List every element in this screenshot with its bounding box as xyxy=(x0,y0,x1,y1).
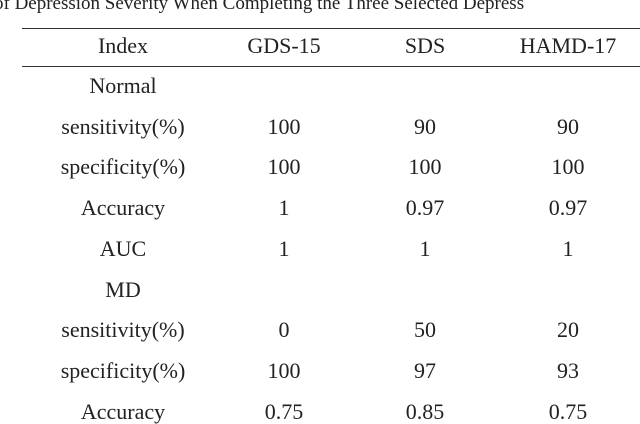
row-label: AUC xyxy=(99,235,147,261)
cell: 1 xyxy=(419,235,431,261)
cell: 100 xyxy=(267,154,301,180)
row-label: sensitivity(%) xyxy=(61,317,185,343)
section-label: MD xyxy=(105,276,141,302)
row-label: Accuracy xyxy=(80,398,166,424)
table-title: of Depression Severity When Completing t… xyxy=(0,0,525,14)
cell: 93 xyxy=(557,357,579,383)
cell: 100 xyxy=(267,357,301,383)
cell: 1 xyxy=(278,195,290,221)
cell: 90 xyxy=(414,113,436,139)
header-cell: Index xyxy=(97,33,149,58)
cell: 100 xyxy=(408,154,442,180)
header-cell: GDS-15 xyxy=(247,33,321,58)
cell: 50 xyxy=(414,317,436,343)
cell: 20 xyxy=(557,317,579,343)
cell: 0 xyxy=(278,317,290,343)
cell: 0.75 xyxy=(264,398,304,424)
header-cell: HAMD-17 xyxy=(519,33,617,58)
cell: 0.75 xyxy=(548,398,588,424)
top-rule xyxy=(22,28,640,29)
cell: 100 xyxy=(267,113,301,139)
cell: 0.97 xyxy=(548,195,588,221)
cell: 100 xyxy=(551,154,585,180)
header-rule xyxy=(22,66,640,67)
cell: 0.97 xyxy=(405,195,445,221)
row-label: sensitivity(%) xyxy=(61,113,185,139)
section-label: Normal xyxy=(89,73,157,98)
cell: 1 xyxy=(278,235,290,261)
cell: 90 xyxy=(557,113,579,139)
cell: 97 xyxy=(414,357,436,383)
header-cell: SDS xyxy=(404,33,446,58)
row-label: specificity(%) xyxy=(60,357,186,383)
cell: 1 xyxy=(562,235,574,261)
row-label: Accuracy xyxy=(80,195,166,221)
row-label: specificity(%) xyxy=(60,154,186,180)
cell: 0.85 xyxy=(405,398,445,424)
